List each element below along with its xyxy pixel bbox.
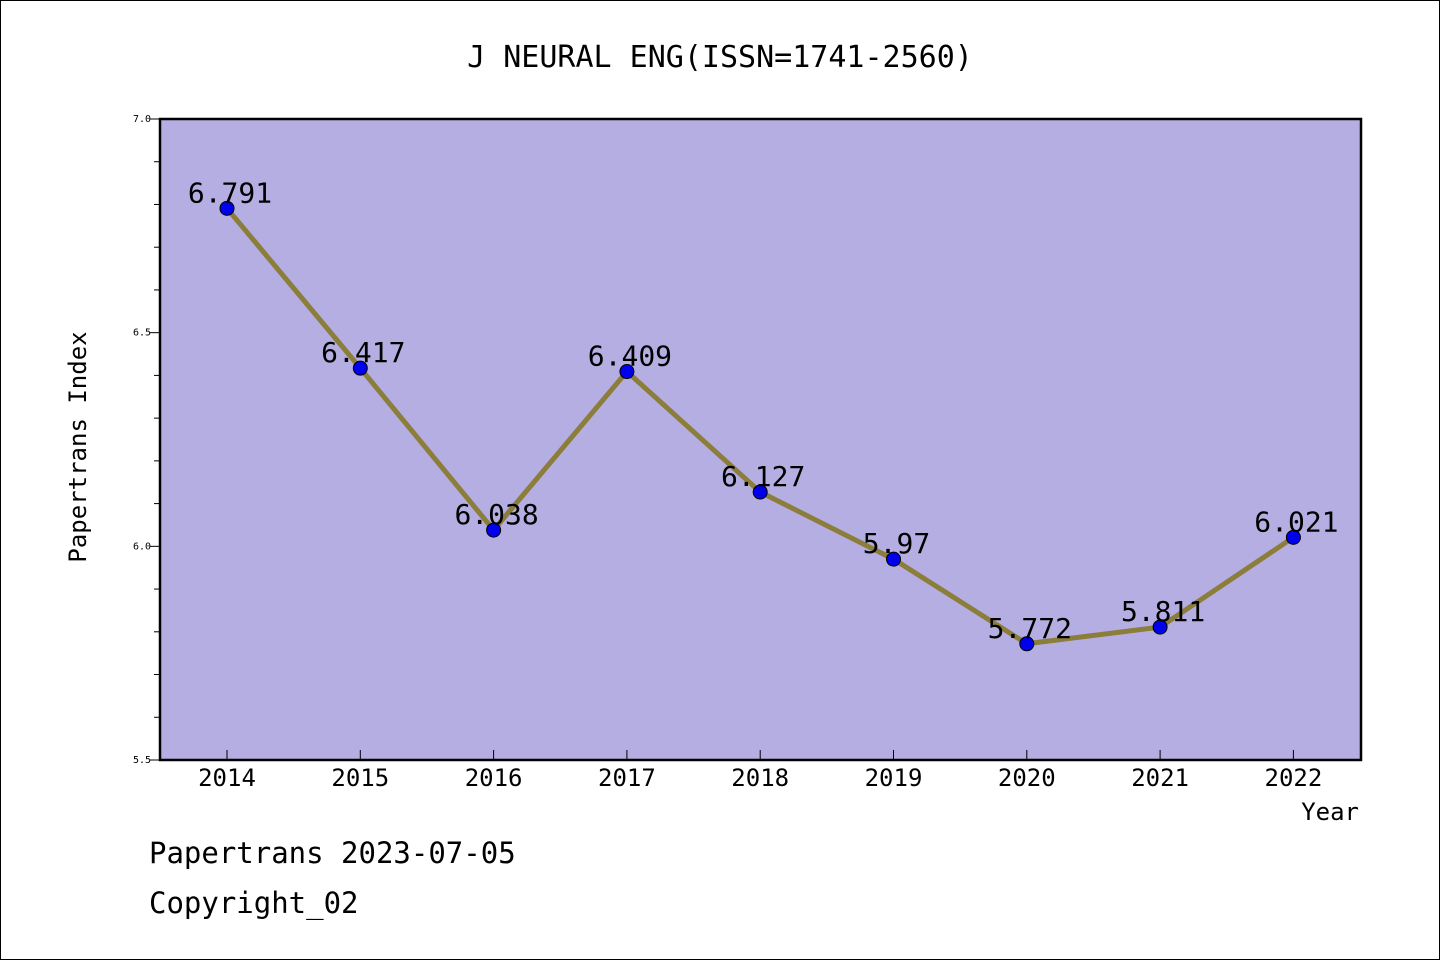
data-point — [752, 484, 768, 500]
data-point — [886, 551, 901, 567]
data-point — [619, 364, 635, 380]
data-point — [486, 522, 502, 538]
footer-date: Papertrans 2023-07-05 — [149, 836, 516, 870]
axis-ticks: 5.5 6.0 6.5 7.0 2014 2015 2016 2017 2018 2019 2020… — [133, 114, 1322, 792]
x-tick-label: 2014 — [198, 764, 256, 792]
x-tick-label: 2020 — [998, 764, 1056, 792]
data-point — [352, 360, 368, 376]
plot-area — [160, 119, 1361, 760]
x-tick-label: 2016 — [465, 764, 523, 792]
data-label: 6.038 — [454, 498, 538, 531]
series-group: 6.791 6.417 6.038 6.409 6.127 5.97 5.772 5.811 6… — [188, 176, 1339, 652]
y-tick-label: 6.5 — [133, 328, 151, 339]
data-label: 5.772 — [988, 612, 1072, 645]
footer-copyright: Copyright_02 — [149, 886, 359, 921]
x-tick-label: 2021 — [1131, 764, 1189, 792]
data-label: 6.791 — [188, 176, 272, 209]
data-point — [1152, 619, 1168, 635]
y-tick-label: 6.0 — [133, 541, 151, 552]
data-point — [1019, 636, 1035, 652]
y-tick-label: 7.0 — [133, 114, 151, 125]
data-label: 6.021 — [1254, 505, 1338, 538]
data-point — [1285, 529, 1301, 545]
chart-title: J NEURAL ENG(ISSN=1741-2560) — [467, 40, 973, 75]
data-label: 6.417 — [321, 336, 405, 369]
x-tick-label: 2019 — [865, 764, 923, 792]
x-tick-label: 2022 — [1265, 764, 1323, 792]
data-label: 5.97 — [863, 527, 930, 560]
y-axis-label: Papertrans Index — [64, 331, 92, 562]
data-label: 6.127 — [721, 460, 805, 493]
data-label: 5.811 — [1121, 595, 1205, 628]
x-tick-label: 2018 — [731, 764, 789, 792]
data-label: 6.409 — [588, 340, 672, 373]
x-tick-label: 2017 — [598, 764, 656, 792]
y-tick-label: 5.5 — [133, 755, 151, 766]
x-axis-label: Year — [1301, 798, 1359, 826]
data-point — [219, 200, 235, 216]
plot-border — [158, 117, 1363, 762]
x-tick-label: 2015 — [331, 764, 389, 792]
